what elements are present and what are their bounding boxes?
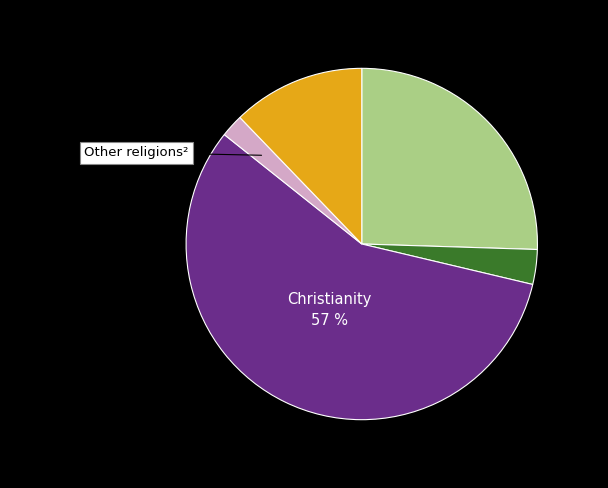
Wedge shape <box>224 118 362 244</box>
Wedge shape <box>240 68 362 244</box>
Wedge shape <box>362 68 537 249</box>
Wedge shape <box>362 244 537 285</box>
Text: Other religions²: Other religions² <box>84 146 261 159</box>
Text: Christianity
57 %: Christianity 57 % <box>288 292 371 328</box>
Wedge shape <box>186 135 533 420</box>
